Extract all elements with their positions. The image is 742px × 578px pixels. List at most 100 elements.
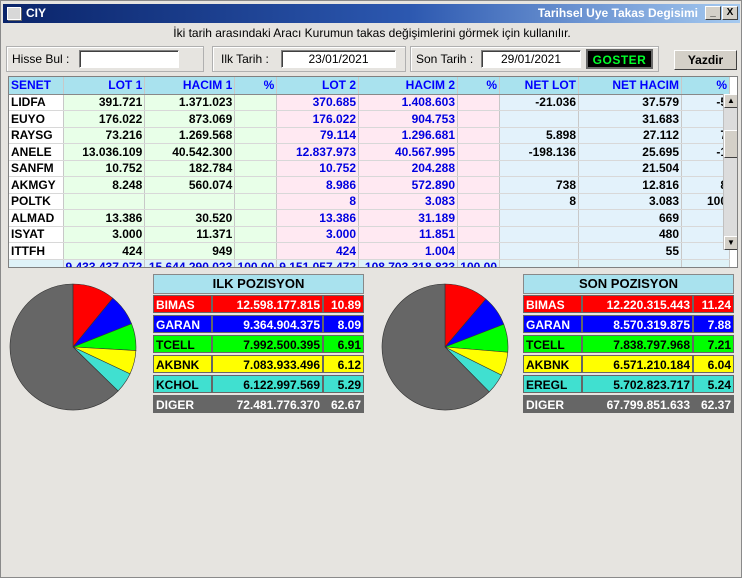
ilk-tarih-input[interactable]: 23/01/2021 — [281, 50, 396, 68]
cell-hacim1: 40.542.300 — [144, 143, 236, 161]
grid-row[interactable]: SANFM 10.752 182.784 10.752 204.288 21.504 — [9, 160, 730, 177]
cell-lot1: 10.752 — [63, 160, 146, 177]
cell-hacim2: 204.288 — [358, 160, 458, 177]
total-pct1: 100,00 — [234, 259, 278, 267]
cell-hacim2: 572.890 — [358, 176, 458, 194]
cell-netpct — [681, 242, 730, 260]
col-header-hacim1[interactable]: HACIM 1 — [144, 77, 236, 95]
window-title: CIY — [26, 6, 47, 20]
close-button[interactable]: X — [722, 6, 738, 20]
minimize-button[interactable]: _ — [705, 6, 721, 20]
grid-table: SENET LOT 1 HACIM 1 % LOT 2 HACIM 2 % NE… — [9, 77, 730, 267]
total-nethacim — [578, 259, 682, 267]
cell-hacim1: 11.371 — [144, 226, 236, 243]
cell-senet: ISYAT — [9, 226, 64, 243]
cell-netlot: -198.136 — [499, 143, 579, 161]
grid-row[interactable]: RAYSG 73.216 1.269.568 79.114 1.296.681 5.898… — [9, 127, 730, 144]
cell-pct2 — [457, 160, 500, 177]
cell-pct2 — [457, 94, 500, 111]
grid-row[interactable]: EUYO 176.022 873.069 176.022 904.753 31.683 — [9, 110, 730, 128]
cell-lot2: 79.114 — [276, 127, 359, 144]
col-header-pct1[interactable]: % — [234, 77, 278, 95]
col-header-lot1[interactable]: LOT 1 — [63, 77, 146, 95]
hisse-label: Hisse Bul : — [12, 52, 70, 66]
grid-row[interactable]: ALMAD 13.386 30.520 13.386 31.189 669 — [9, 209, 730, 227]
data-grid[interactable]: SENET LOT 1 HACIM 1 % LOT 2 HACIM 2 % NE… — [8, 76, 738, 268]
pozisyon-row: DIGER 67.799.851.633 62.37 — [523, 395, 734, 413]
col-header-senet[interactable]: SENET — [9, 77, 64, 95]
pozisyon-percent: 6.91 — [323, 335, 364, 353]
title-bar[interactable]: CIY Tarihsel Uye Takas Degisimi _ X — [3, 4, 740, 23]
grid-row[interactable]: ISYAT 3.000 11.371 3.000 11.851 480 — [9, 226, 730, 243]
cell-nethacim: 480 — [578, 226, 682, 243]
cell-lot1: 13.386 — [63, 209, 146, 227]
yazdir-button[interactable]: Yazdir — [674, 50, 737, 70]
pozisyon-percent: 6.04 — [693, 355, 734, 373]
cell-hacim2: 1.296.681 — [358, 127, 458, 144]
cell-pct1 — [234, 143, 278, 161]
cell-pct1 — [234, 127, 278, 144]
cell-lot1: 3.000 — [63, 226, 146, 243]
pozisyon-row: EREGL 5.702.823.717 5.24 — [523, 375, 734, 393]
total-senet — [9, 259, 64, 267]
cell-pct2 — [457, 209, 500, 227]
cell-netlot — [499, 160, 579, 177]
pozisyon-value: 7.838.797.968 — [582, 335, 693, 353]
pozisyon-symbol: BIMAS — [523, 295, 582, 313]
pozisyon-value: 6.571.210.184 — [582, 355, 693, 373]
cell-hacim2: 1.408.603 — [358, 94, 458, 111]
grid-row[interactable]: LIDFA 391.721 1.371.023 370.685 1.408.603 -21… — [9, 94, 730, 111]
pozisyon-row: DIGER 72.481.776.370 62.67 — [153, 395, 364, 413]
son-pozisyon-title: SON POZISYON — [523, 274, 734, 294]
col-header-hacim2[interactable]: HACIM 2 — [358, 77, 458, 95]
grid-row[interactable]: POLTK 8 3.083 8 3.083 100 — [9, 193, 730, 210]
pozisyon-symbol: TCELL — [153, 335, 212, 353]
cell-pct2 — [457, 110, 500, 128]
pozisyon-row: BIMAS 12.598.177.815 10.89 — [153, 295, 364, 313]
cell-hacim2: 40.567.995 — [358, 143, 458, 161]
cell-nethacim: 55 — [578, 242, 682, 260]
son-pozisyon-pie-chart — [381, 283, 509, 411]
cell-pct1 — [234, 209, 278, 227]
col-header-nethacim[interactable]: NET HACIM — [578, 77, 682, 95]
pozisyon-value: 6.122.997.569 — [212, 375, 323, 393]
scroll-thumb[interactable] — [724, 130, 737, 158]
cell-pct2 — [457, 127, 500, 144]
pozisyon-value: 5.702.823.717 — [582, 375, 693, 393]
pozisyon-row: GARAN 9.364.904.375 8.09 — [153, 315, 364, 333]
window-subtitle: Tarihsel Uye Takas Degisimi — [537, 6, 698, 20]
pozisyon-row: AKBNK 6.571.210.184 6.04 — [523, 355, 734, 373]
col-header-lot2[interactable]: LOT 2 — [276, 77, 359, 95]
pozisyon-value: 72.481.776.370 — [212, 395, 323, 413]
pozisyon-symbol: AKBNK — [153, 355, 212, 373]
col-header-netlot[interactable]: NET LOT — [499, 77, 579, 95]
col-header-netpct[interactable]: % — [681, 77, 730, 95]
grid-header-row: SENET LOT 1 HACIM 1 % LOT 2 HACIM 2 % NE… — [9, 77, 730, 95]
pozisyon-symbol: BIMAS — [153, 295, 212, 313]
scroll-down-arrow-icon[interactable]: ▼ — [724, 236, 737, 250]
cell-pct1 — [234, 94, 278, 111]
cell-lot1: 391.721 — [63, 94, 146, 111]
hisse-search-input[interactable] — [79, 50, 179, 68]
goster-button[interactable]: GOSTER — [586, 49, 653, 69]
cell-hacim1: 949 — [144, 242, 236, 260]
cell-lot2: 3.000 — [276, 226, 359, 243]
pozisyon-symbol: EREGL — [523, 375, 582, 393]
grid-row[interactable]: ITTFH 424 949 424 1.004 55 — [9, 242, 730, 260]
grid-vertical-scrollbar[interactable]: ▲ ▼ — [723, 94, 737, 250]
cell-pct2 — [457, 176, 500, 194]
cell-lot2: 8.986 — [276, 176, 359, 194]
scroll-up-arrow-icon[interactable]: ▲ — [724, 94, 737, 108]
cell-lot2: 12.837.973 — [276, 143, 359, 161]
pozisyon-percent: 5.29 — [323, 375, 364, 393]
pozisyon-row: TCELL 7.992.500.395 6.91 — [153, 335, 364, 353]
cell-netlot: 8 — [499, 193, 579, 210]
cell-pct1 — [234, 160, 278, 177]
cell-lot1 — [63, 193, 146, 210]
pozisyon-symbol: TCELL — [523, 335, 582, 353]
col-header-pct2[interactable]: % — [457, 77, 500, 95]
cell-hacim2: 11.851 — [358, 226, 458, 243]
grid-row[interactable]: ANELE 13.036.109 40.542.300 12.837.973 40.56… — [9, 143, 730, 161]
son-tarih-input[interactable]: 29/01/2021 — [481, 50, 581, 68]
